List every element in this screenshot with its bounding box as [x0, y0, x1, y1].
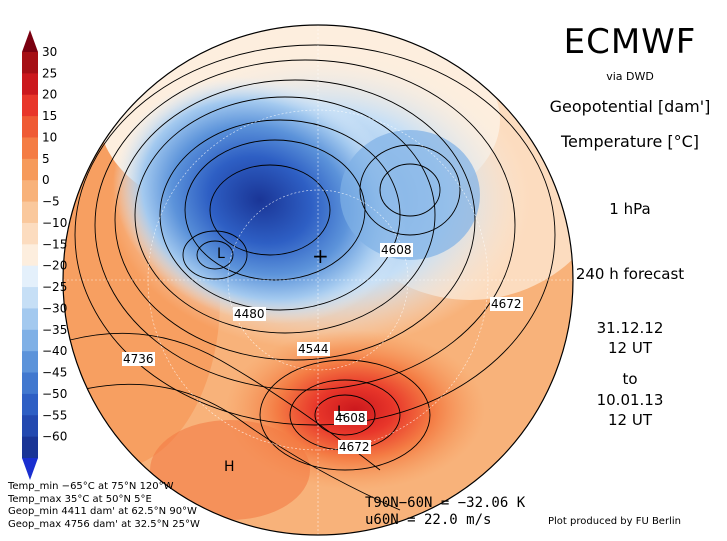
extrema-stats: Temp_min −65°C at 75°N 120°W Temp_max 35… — [8, 481, 200, 531]
map-border — [62, 24, 574, 536]
contour-label: 4480 — [233, 307, 266, 321]
colorbar-label: 30 — [42, 45, 57, 59]
colorbar-label: −40 — [42, 344, 67, 358]
valid-hour: 12 UT — [608, 411, 652, 429]
colorbar-bottom-arrow — [22, 458, 38, 480]
colorbar-label: −55 — [42, 408, 67, 422]
colorbar-swatch — [22, 116, 38, 138]
colorbar-label: 0 — [42, 173, 50, 187]
colorbar-swatch — [22, 158, 38, 181]
colorbar-top-arrow — [22, 30, 38, 52]
colorbar-label: −50 — [42, 387, 67, 401]
colorbar-label: −35 — [42, 323, 67, 337]
colorbar-swatch — [22, 52, 38, 74]
temp-max: Temp_max 35°C at 50°N 5°E — [8, 493, 152, 505]
high-marker: H — [224, 459, 235, 475]
valid-time: 10.01.13 12 UT — [540, 390, 720, 430]
zonal-wind-index: u60N = 22.0 m/s — [365, 512, 492, 528]
contour-label: 4736 — [122, 352, 155, 366]
colorbar: 30 25 20 15 10 5 0 −5 −10 −15 −20 −25 −30 −35 −40 −45 −5… — [22, 30, 67, 480]
colorbar-label: 25 — [42, 66, 57, 80]
credit-line: Plot produced by FU Berlin — [548, 516, 681, 527]
init-date: 31.12.12 — [596, 319, 664, 337]
colorbar-label: −20 — [42, 259, 67, 273]
colorbar-swatch — [22, 308, 38, 331]
colorbar-swatch — [22, 372, 38, 395]
colorbar-label: −60 — [42, 430, 67, 444]
low-marker: L — [337, 404, 345, 420]
geop-min: Geop_min 4411 dam' at 62.5°N 90°W — [8, 506, 197, 517]
colorbar-label: −10 — [42, 216, 67, 230]
colorbar-label: 20 — [42, 88, 57, 102]
contour-label: 4672 — [338, 440, 371, 454]
contour-label: 4544 — [297, 342, 330, 356]
pressure-level: 1 hPa — [609, 200, 651, 218]
colorbar-swatch — [22, 222, 38, 245]
geop-max: Geop_max 4756 dam' at 32.5°N 25°W — [8, 518, 200, 530]
colorbar-swatch — [22, 201, 38, 224]
init-time: 31.12.12 12 UT — [540, 318, 720, 358]
colorbar-swatch — [22, 329, 38, 352]
colorbar-label: −5 — [42, 195, 60, 209]
contour-label: 4608 — [334, 411, 367, 425]
colorbar-label: −30 — [42, 301, 67, 315]
init-hour: 12 UT — [608, 339, 652, 357]
colorbar-swatch — [22, 436, 38, 459]
contour-label: 4608 — [380, 243, 413, 257]
colorbar-swatch — [22, 94, 38, 117]
colorbar-label: 10 — [42, 130, 57, 144]
colorbar-swatch — [22, 265, 38, 288]
colorbar-swatch — [22, 73, 38, 96]
colorbar-swatch — [22, 415, 38, 438]
colorbar-label: −45 — [42, 366, 67, 380]
colorbar-label: 15 — [42, 109, 57, 123]
colorbar-label: −15 — [42, 237, 67, 251]
field-temperature: Temperature [°C] — [560, 132, 700, 151]
polar-temp-index: T90N−60N = −32.06 K — [365, 495, 526, 511]
to-label: to — [622, 370, 638, 388]
map-disk — [63, 25, 573, 535]
colorbar-swatch — [22, 180, 38, 203]
source-label: via DWD — [606, 70, 654, 83]
forecast-lead: 240 h forecast — [575, 265, 685, 283]
low-marker: L — [217, 246, 225, 262]
graticule — [63, 25, 573, 535]
colorbar-swatch — [22, 137, 38, 160]
colorbar-label: 5 — [42, 152, 50, 166]
colorbar-label: −25 — [42, 280, 67, 294]
colorbar-swatch — [22, 287, 38, 309]
colorbar-swatch — [22, 244, 38, 267]
contour-label: 4672 — [490, 297, 523, 311]
geopotential-contours — [69, 44, 556, 511]
temp-min: Temp_min −65°C at 75°N 120°W — [8, 481, 174, 492]
pole-cross-icon: + — [312, 244, 329, 268]
valid-date: 10.01.13 — [596, 391, 664, 409]
colorbar-swatch — [22, 351, 38, 374]
field-geopotential: Geopotential [dam'] — [549, 97, 711, 116]
colorbar-swatch — [22, 393, 38, 416]
model-title: ECMWF — [563, 22, 697, 62]
polar-indices: T90N−60N = −32.06 K u60N = 22.0 m/s — [365, 495, 525, 529]
